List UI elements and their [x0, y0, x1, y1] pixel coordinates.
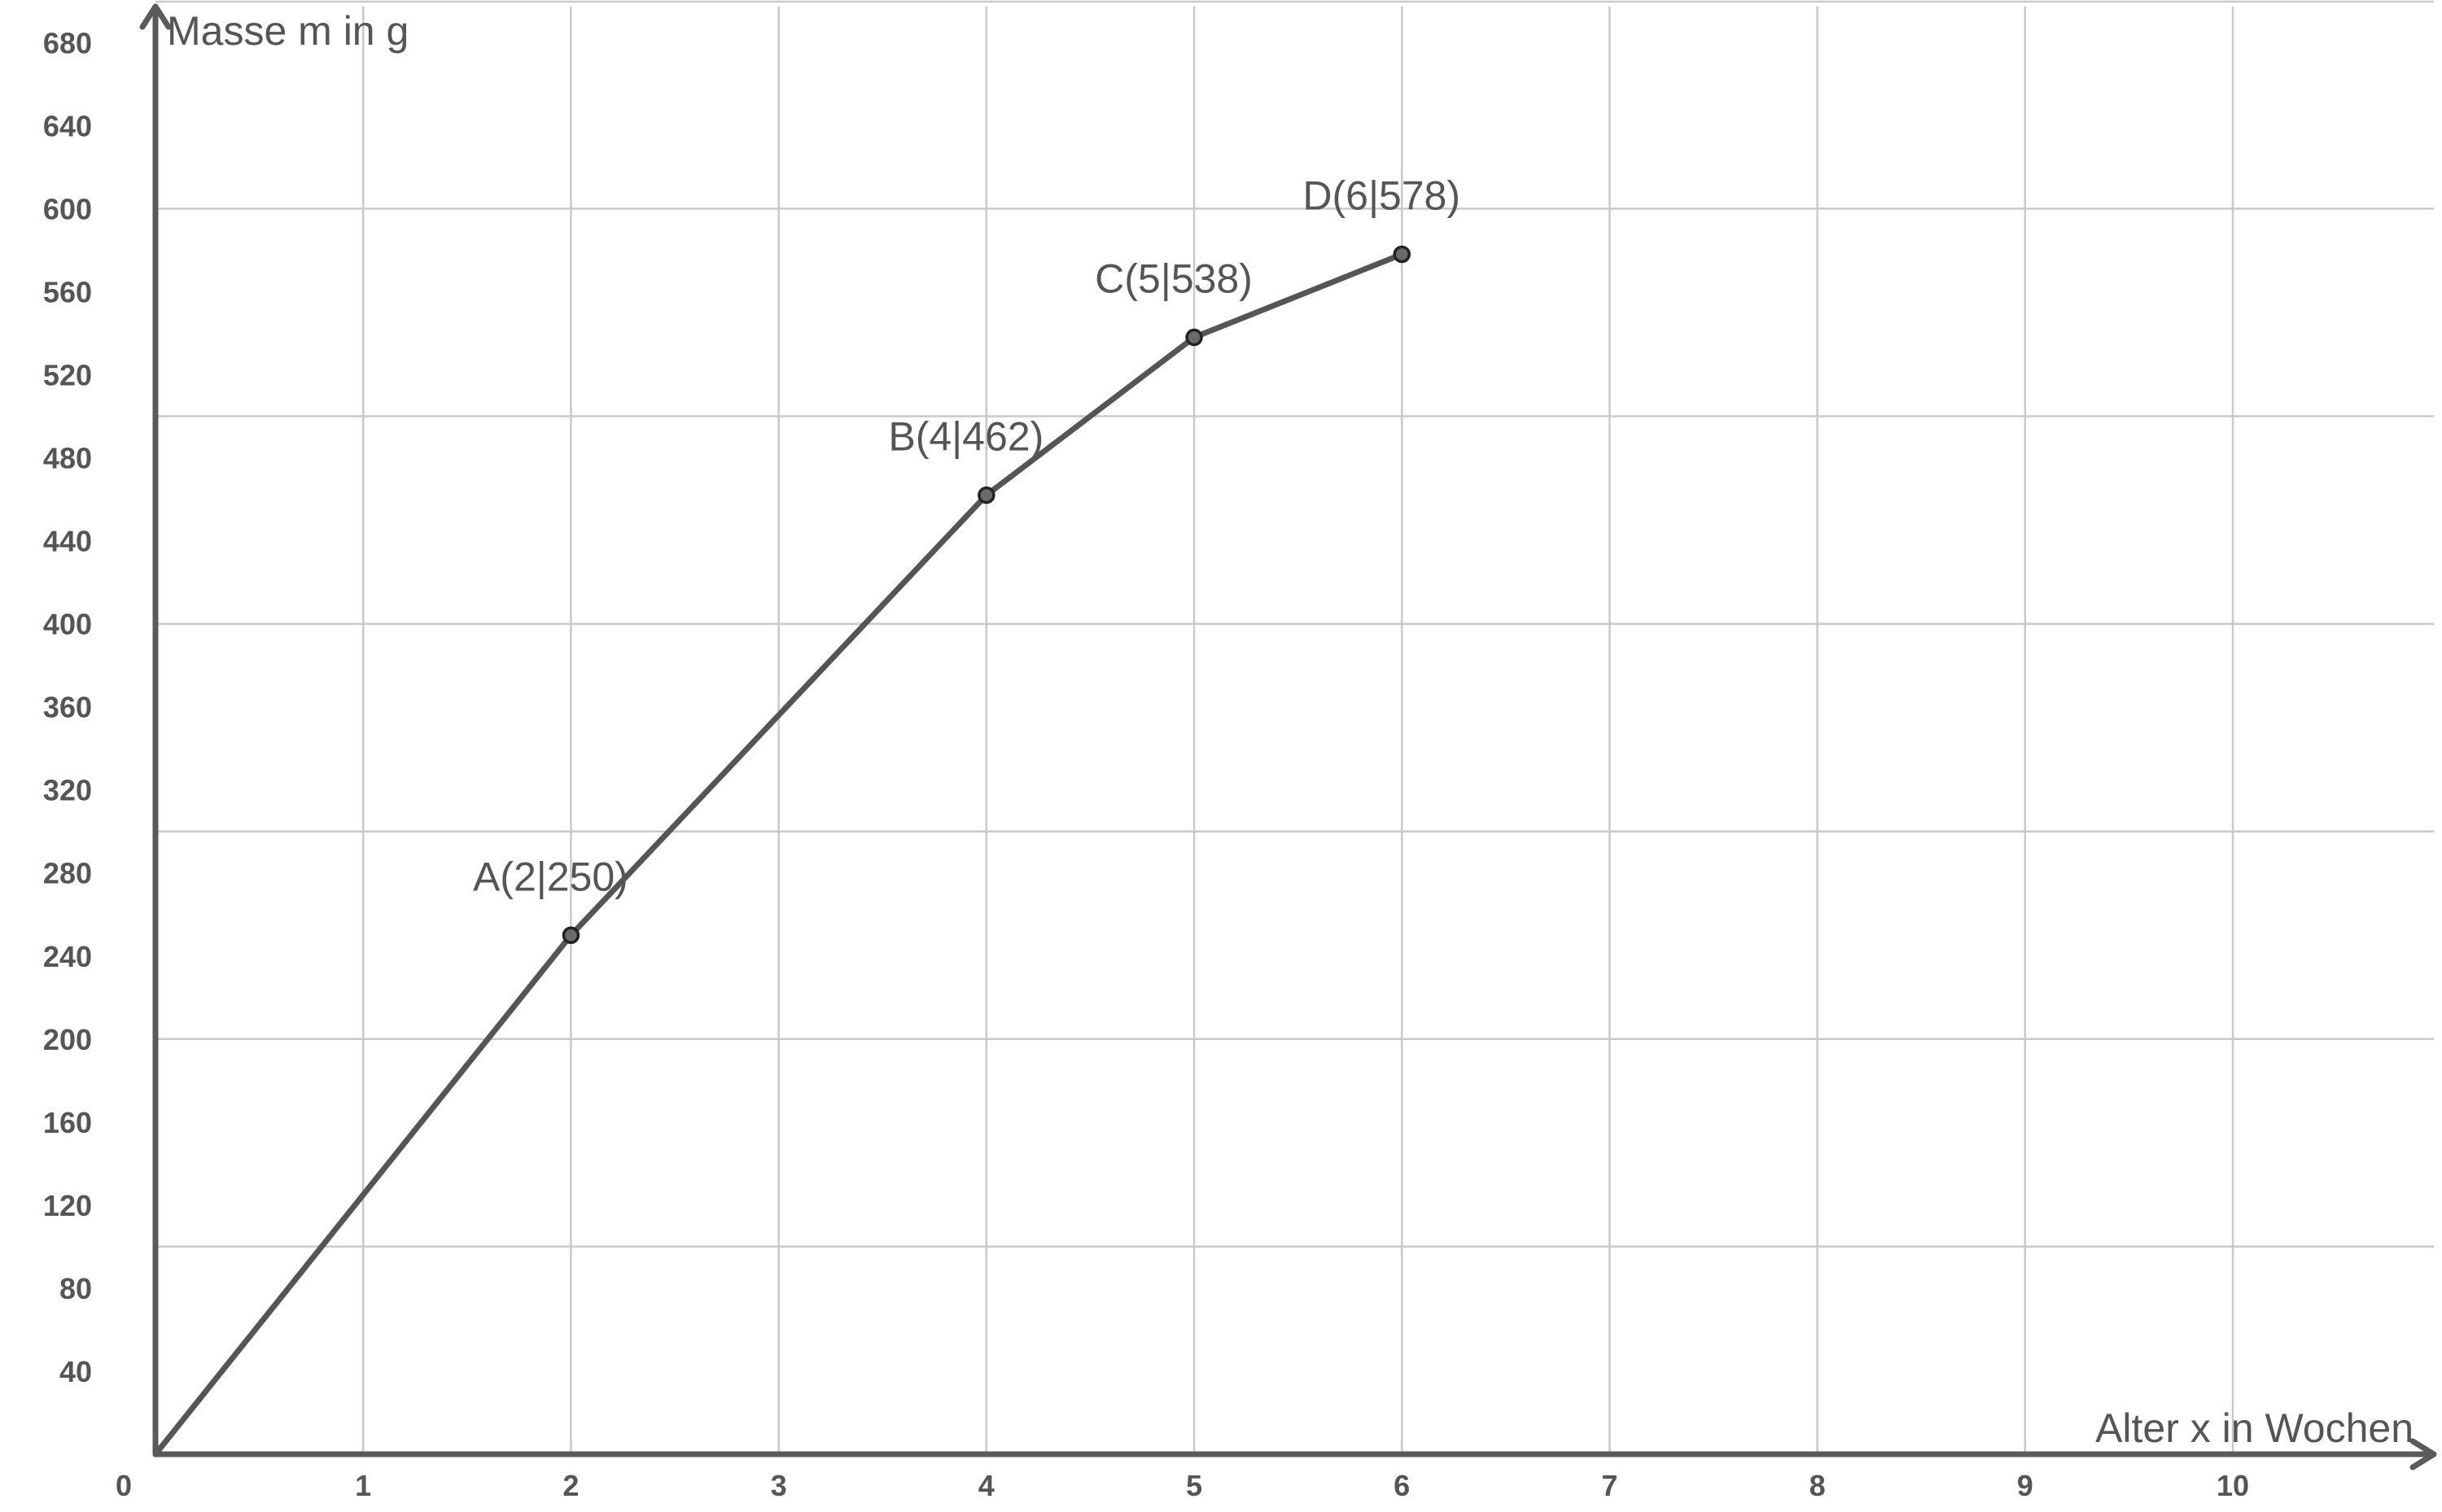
data-point: [978, 486, 996, 505]
x-tick-label: 7: [1601, 1469, 1617, 1502]
y-tick-label: 600: [43, 192, 92, 225]
y-tick-label: 240: [43, 940, 92, 973]
x-axis-label: Alter x in Wochen: [2095, 1405, 2414, 1451]
data-point: [1393, 245, 1411, 264]
x-tick-label: 3: [771, 1469, 787, 1502]
y-tick-label: 520: [43, 358, 92, 391]
x-tick-label: 5: [1186, 1469, 1202, 1502]
data-point: [562, 926, 580, 944]
y-tick-label: 120: [43, 1189, 92, 1222]
ticks: 0 1 2 3 4 5 6 7 8 9 10 40 80 120 160 200 240 280 320 360 400…: [43, 26, 2249, 1502]
x-tick-label: 1: [355, 1469, 371, 1502]
axes: [139, 3, 2437, 1470]
point-label: C(5|538): [1095, 256, 1253, 302]
data-point: [1185, 328, 1203, 347]
y-tick-label: 320: [43, 774, 92, 807]
y-tick-label: 280: [43, 857, 92, 890]
x-tick-label: 4: [978, 1469, 995, 1502]
grid: [155, 0, 2434, 1454]
y-tick-label: 80: [59, 1272, 92, 1305]
y-tick-label: 640: [43, 109, 92, 142]
y-tick-label: 400: [43, 608, 92, 641]
x-tick-label: 9: [2017, 1469, 2033, 1502]
y-tick-label: 680: [43, 26, 92, 59]
x-tick-label: 0: [116, 1469, 132, 1502]
points: A(2|250) B(4|462) C(5|538) D(6|578): [473, 173, 1460, 944]
y-axis-arrowhead: [139, 3, 172, 30]
x-tick-label: 10: [2217, 1469, 2249, 1502]
y-tick-label: 40: [59, 1355, 92, 1388]
y-tick-label: 480: [43, 442, 92, 475]
x-tick-label: 6: [1394, 1469, 1410, 1502]
y-tick-label: 360: [43, 691, 92, 724]
x-axis-arrowhead: [2409, 1438, 2437, 1470]
x-tick-label: 2: [562, 1469, 579, 1502]
y-axis-label: Masse m in g: [167, 8, 409, 54]
y-tick-label: 160: [43, 1106, 92, 1139]
point-label: D(6|578): [1302, 173, 1460, 219]
y-tick-label: 560: [43, 275, 92, 308]
x-tick-label: 8: [1810, 1469, 1826, 1502]
y-tick-label: 440: [43, 525, 92, 558]
point-label: A(2|250): [473, 854, 628, 899]
point-label: B(4|462): [888, 413, 1044, 459]
y-tick-label: 200: [43, 1023, 92, 1056]
